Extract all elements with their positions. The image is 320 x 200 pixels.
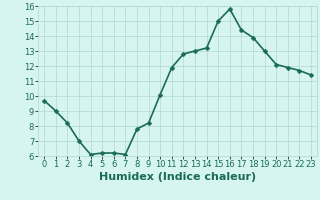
X-axis label: Humidex (Indice chaleur): Humidex (Indice chaleur) bbox=[99, 172, 256, 182]
